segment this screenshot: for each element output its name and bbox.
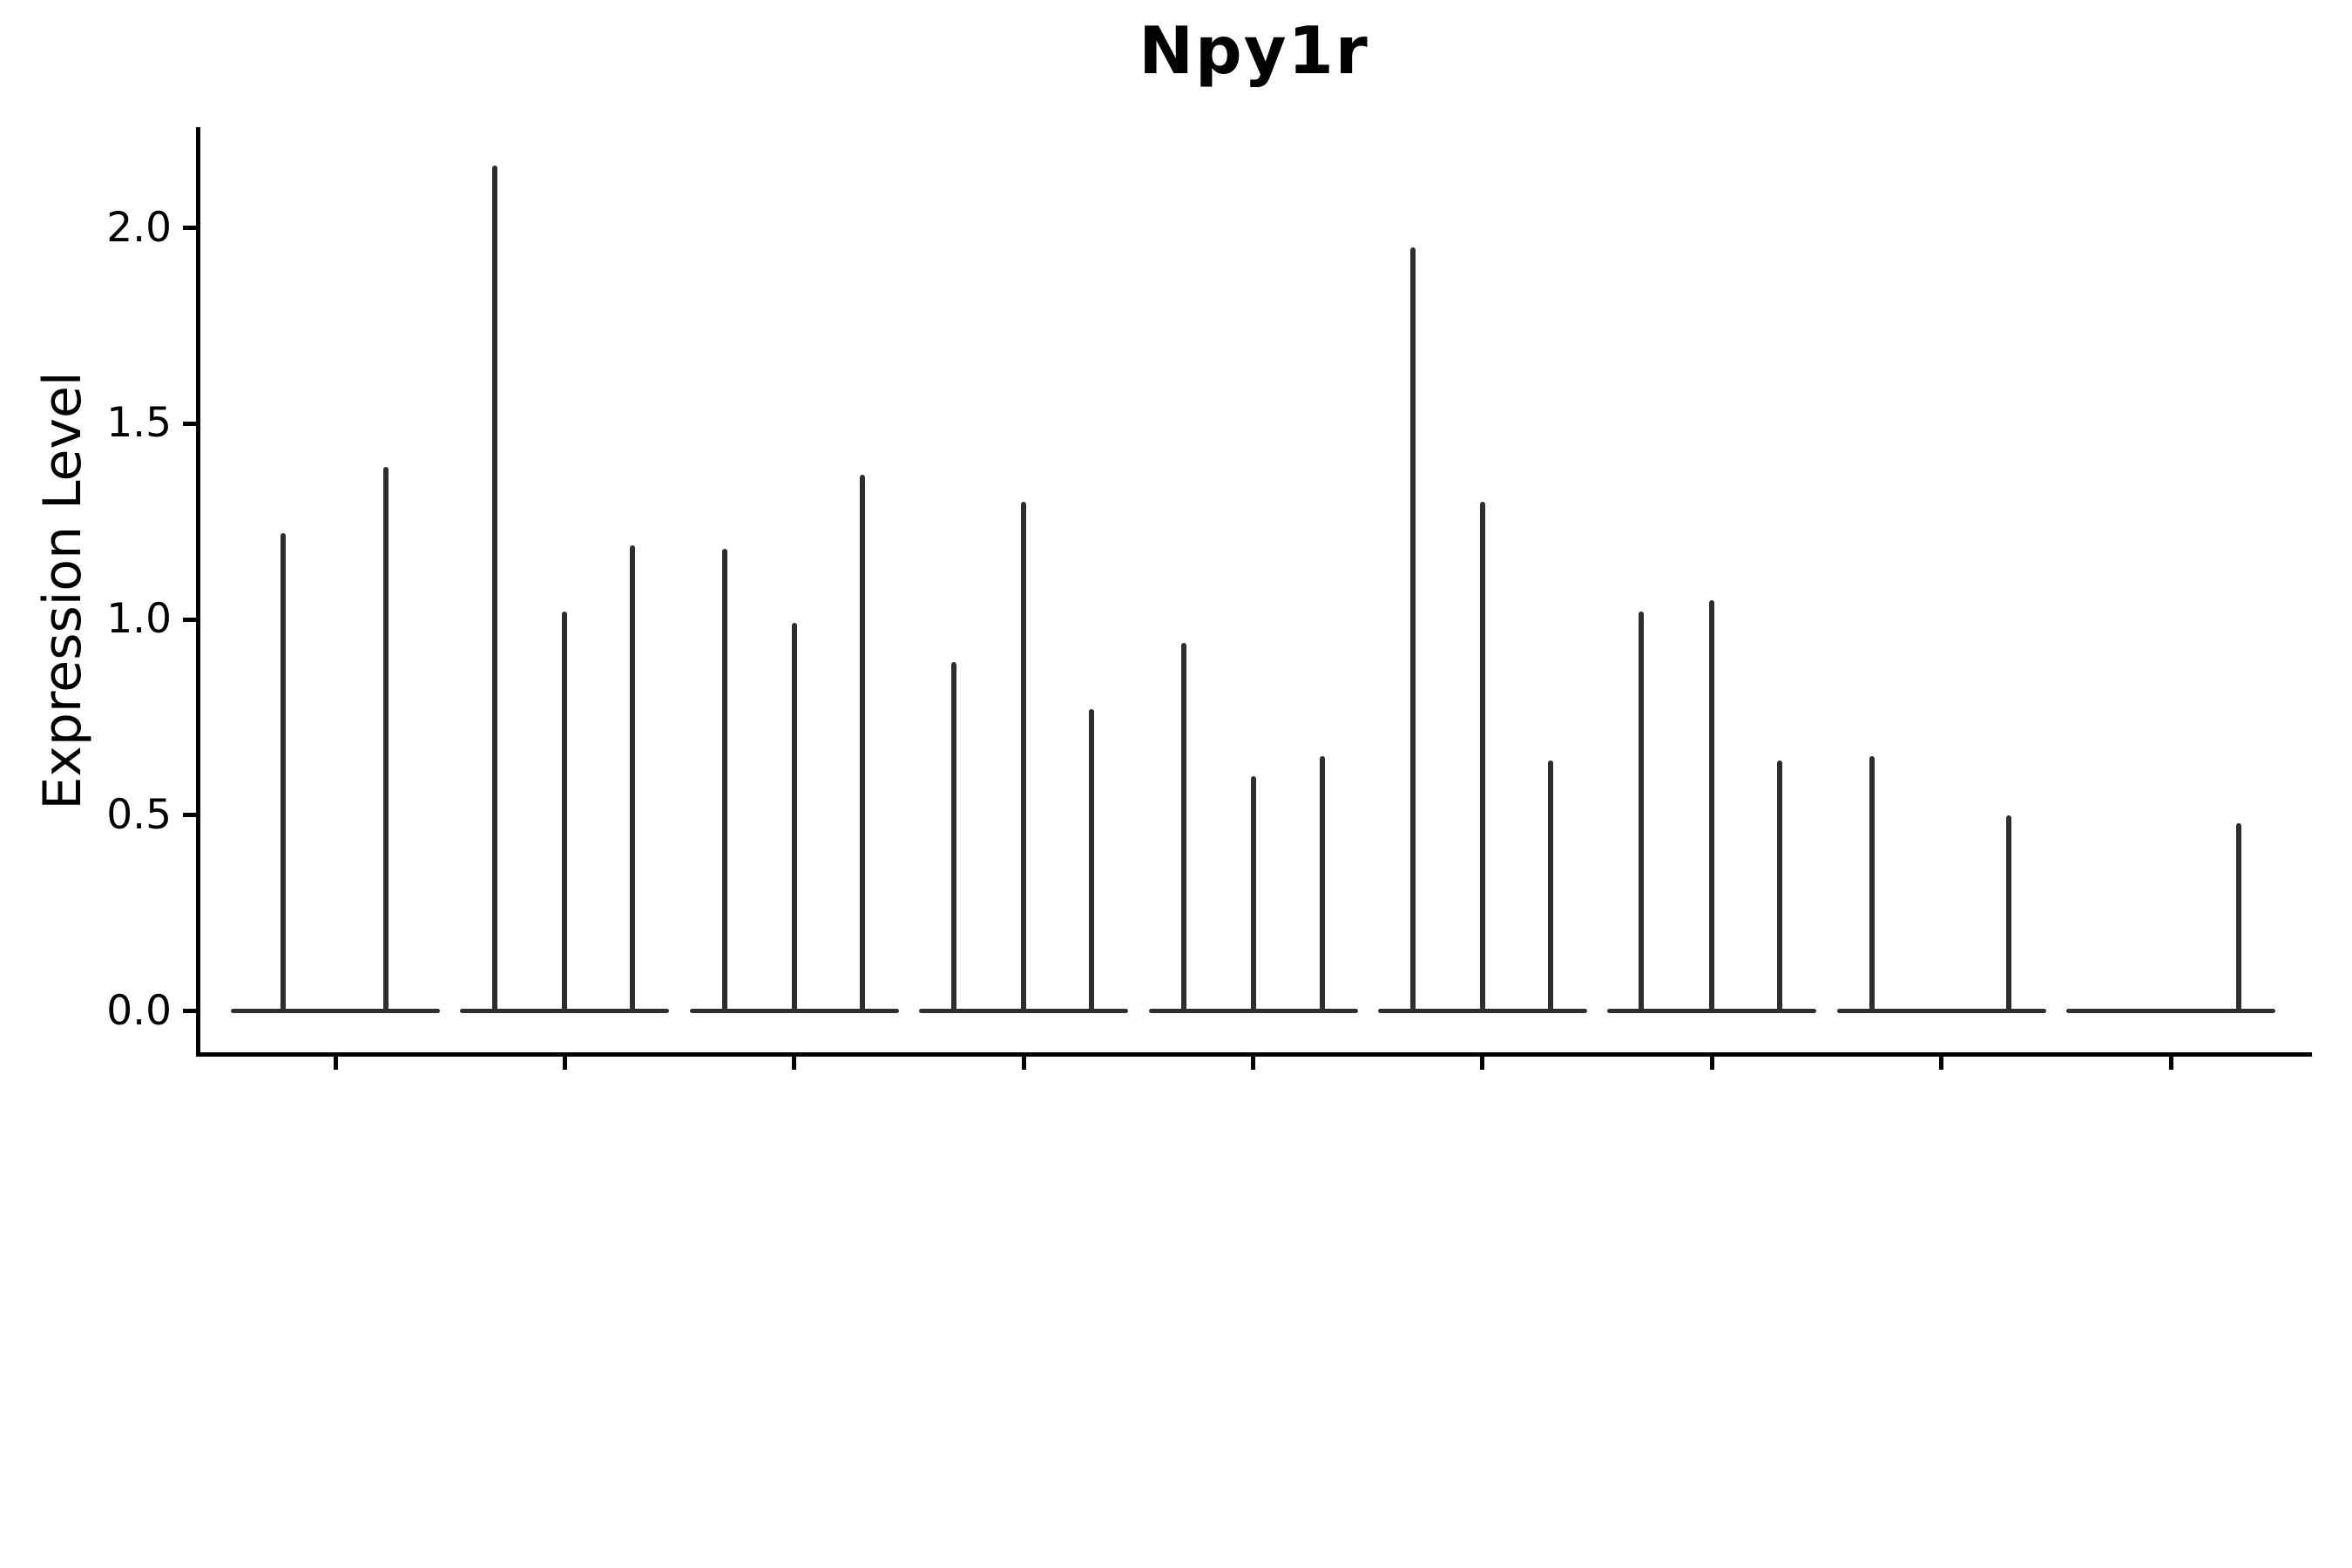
y-tick-mark bbox=[183, 617, 196, 622]
violin-spike bbox=[1319, 756, 1325, 1011]
x-tick-mark bbox=[333, 1057, 338, 1070]
violin-spike bbox=[1180, 642, 1186, 1011]
x-tick-mark bbox=[1021, 1057, 1026, 1070]
violin-spike bbox=[1777, 760, 1783, 1011]
y-tick-mark bbox=[183, 421, 196, 426]
violin-spike bbox=[1709, 599, 1715, 1011]
violin-spike bbox=[2005, 814, 2011, 1011]
violin-spike bbox=[1869, 756, 1875, 1011]
x-axis-spine bbox=[196, 1052, 2312, 1057]
y-tick-mark bbox=[183, 1009, 196, 1013]
chart-title: Npy1r bbox=[1139, 12, 1369, 89]
violin-spike bbox=[1021, 502, 1027, 1011]
violin-spike bbox=[492, 165, 498, 1011]
x-tick-mark bbox=[2168, 1057, 2173, 1070]
violin-baseline bbox=[2066, 1009, 2275, 1013]
violin-baseline bbox=[1836, 1009, 2046, 1013]
violin-spike bbox=[859, 474, 865, 1011]
violin-spike bbox=[1089, 709, 1095, 1011]
y-tick-label: 1.0 bbox=[106, 595, 172, 643]
violin-spike bbox=[721, 549, 727, 1011]
violin-baseline bbox=[460, 1009, 670, 1013]
violin-baseline bbox=[1607, 1009, 1817, 1013]
y-tick-mark bbox=[183, 226, 196, 230]
y-tick-label: 1.5 bbox=[106, 399, 172, 448]
violin-baseline bbox=[919, 1009, 1129, 1013]
violin-baseline bbox=[1148, 1009, 1358, 1013]
y-axis-title: Expression Level bbox=[32, 371, 93, 810]
violin-spike bbox=[1547, 760, 1553, 1011]
x-tick-mark bbox=[792, 1057, 797, 1070]
violin-spike bbox=[951, 662, 957, 1011]
violin-spike bbox=[791, 623, 797, 1011]
y-tick-label: 2.0 bbox=[106, 203, 172, 252]
violin-baseline bbox=[689, 1009, 899, 1013]
violin-spike bbox=[280, 533, 286, 1011]
violin-spike bbox=[383, 466, 389, 1011]
y-tick-mark bbox=[183, 813, 196, 818]
violin-baseline bbox=[1377, 1009, 1587, 1013]
violin-spike bbox=[1639, 612, 1645, 1011]
violin-spike bbox=[1479, 502, 1485, 1011]
violin-spike bbox=[2236, 822, 2241, 1011]
x-tick-mark bbox=[1480, 1057, 1485, 1070]
y-tick-label: 0.0 bbox=[106, 986, 172, 1035]
x-tick-mark bbox=[1251, 1057, 1255, 1070]
y-tick-label: 0.5 bbox=[106, 790, 172, 839]
x-tick-mark bbox=[562, 1057, 567, 1070]
y-axis-spine bbox=[196, 127, 200, 1057]
violin-spike bbox=[630, 544, 636, 1011]
violin-baseline bbox=[231, 1009, 440, 1013]
violin-spike bbox=[1250, 775, 1256, 1011]
x-tick-mark bbox=[1939, 1057, 1944, 1070]
x-tick-mark bbox=[1709, 1057, 1714, 1070]
violin-spike bbox=[1409, 247, 1416, 1011]
violin-spike bbox=[562, 612, 568, 1011]
